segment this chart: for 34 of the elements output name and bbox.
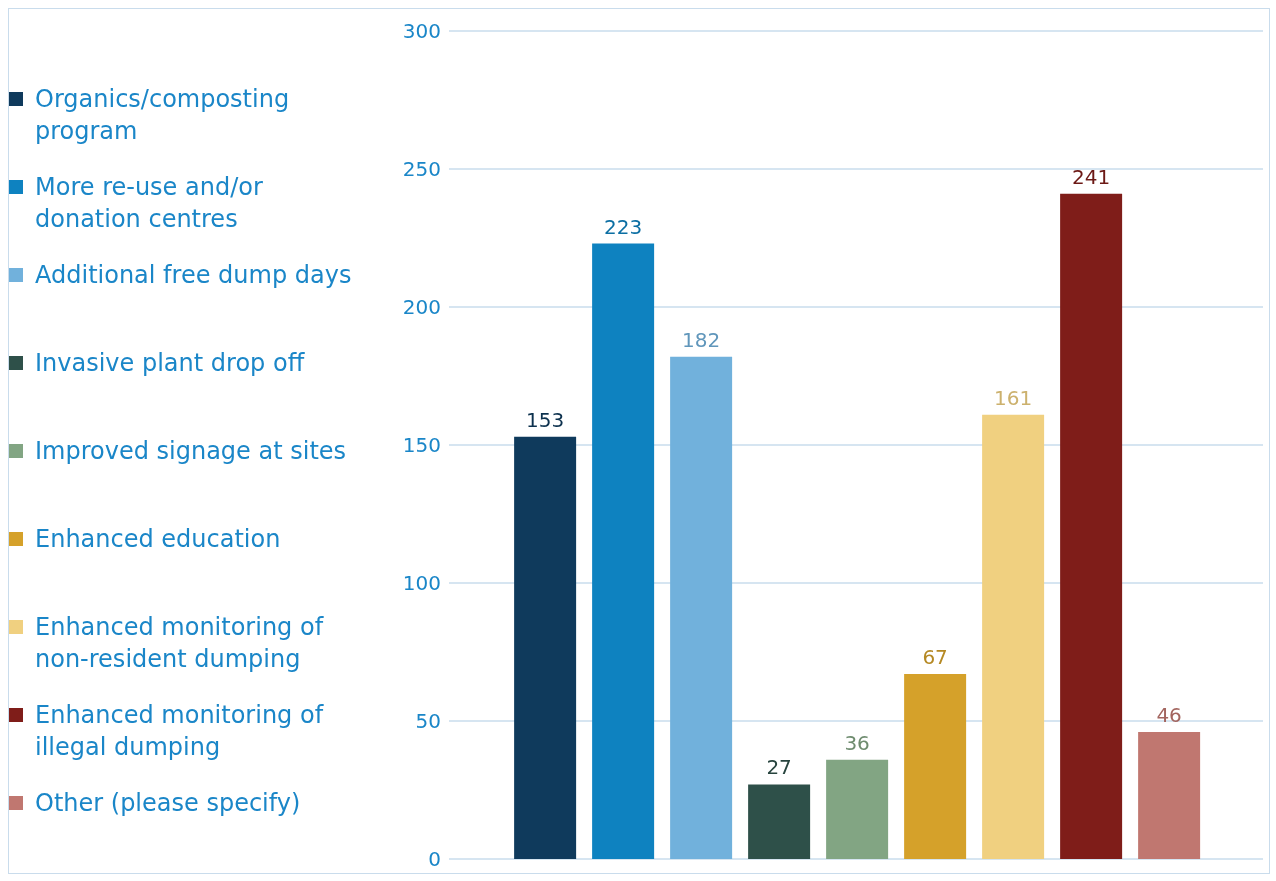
- y-tick-label: 100: [402, 571, 441, 596]
- y-tick-label: 50: [415, 709, 441, 734]
- legend-label: Other (please specify): [35, 788, 301, 819]
- data-label: 27: [766, 755, 792, 780]
- data-label: 36: [844, 730, 870, 755]
- data-label: 161: [994, 385, 1033, 410]
- legend-label: Improved signage at sites: [35, 436, 347, 467]
- legend-label: Enhanced monitoring of illegal dumping: [35, 700, 325, 763]
- legend-label: Additional free dump days: [35, 260, 352, 291]
- legend-label: Organics/composting program: [35, 84, 291, 147]
- y-tick-label: 150: [402, 433, 441, 458]
- data-label: 67: [922, 645, 948, 670]
- legend-label: Enhanced education: [35, 524, 281, 555]
- legend-label: More re-use and/or donation centres: [35, 172, 264, 235]
- legend-label: Invasive plant drop off: [35, 348, 305, 379]
- bar: [514, 436, 577, 859]
- bar: [670, 356, 733, 859]
- y-tick-label: 250: [402, 157, 441, 182]
- legend-label: Enhanced monitoring of non-resident dumping: [35, 612, 325, 675]
- bar: [1138, 732, 1201, 859]
- data-label: 46: [1156, 703, 1182, 728]
- bar: [592, 243, 655, 859]
- y-tick-label: 200: [402, 295, 441, 320]
- bar: [904, 674, 967, 859]
- data-label: 241: [1072, 164, 1111, 189]
- bar: [1060, 193, 1123, 859]
- bar: [982, 414, 1045, 859]
- y-tick-label: 300: [402, 19, 441, 44]
- bar: [826, 759, 889, 859]
- data-label: 153: [526, 407, 565, 432]
- bar: [748, 784, 811, 859]
- y-tick-label: 0: [428, 847, 441, 872]
- data-label: 223: [604, 214, 643, 239]
- data-label: 182: [682, 327, 721, 352]
